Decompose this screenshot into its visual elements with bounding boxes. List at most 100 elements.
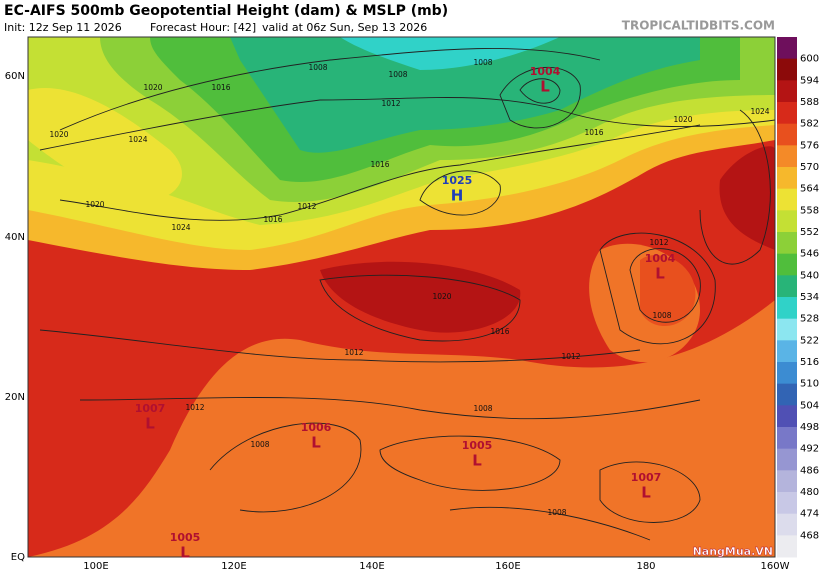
colorbar-segment — [777, 448, 797, 471]
isobar-label: 1008 — [473, 58, 492, 67]
lon-label: 140E — [359, 561, 384, 572]
colorbar-segment — [777, 232, 797, 255]
isobar-label: 1016 — [370, 160, 389, 169]
colorbar-segment — [777, 535, 797, 558]
colorbar-label: 528 — [800, 314, 819, 325]
isobar-label: 1012 — [344, 348, 363, 357]
isobar-label: 1012 — [297, 202, 316, 211]
colorbar-segment — [777, 470, 797, 493]
center-letter: L — [145, 415, 155, 433]
isobar-label: 1020 — [85, 200, 104, 209]
colorbar-segment — [777, 492, 797, 515]
isobar-label: 1016 — [490, 327, 509, 336]
lon-label: 120E — [221, 561, 246, 572]
isobar-label: 1008 — [308, 63, 327, 72]
colorbar-label: 588 — [800, 97, 819, 108]
colorbar-label: 474 — [800, 509, 819, 520]
isobar-label: 1016 — [584, 128, 603, 137]
isobar-label: 1016 — [263, 215, 282, 224]
lon-label: 160E — [495, 561, 520, 572]
isobar-label: 1020 — [49, 130, 68, 139]
colorbar-label: 552 — [800, 227, 819, 238]
colorbar-label: 480 — [800, 487, 819, 498]
colorbar-label: 594 — [800, 75, 819, 86]
colorbar-label: 498 — [800, 422, 819, 433]
lon-label: 160W — [761, 561, 790, 572]
colorbar-segment — [777, 210, 797, 233]
colorbar-label: 576 — [800, 140, 819, 151]
colorbar-segment — [777, 340, 797, 363]
lon-label: 180 — [636, 561, 655, 572]
title: EC-AIFS 500mb Geopotential Height (dam) … — [4, 3, 448, 19]
colorbar-segment — [777, 383, 797, 406]
isobar-label: 1008 — [473, 404, 492, 413]
center-letter: L — [655, 265, 665, 283]
center-value: 1006 — [301, 421, 332, 434]
isobar-label: 1024 — [171, 223, 190, 232]
colorbar-segment — [777, 167, 797, 190]
colorbar-label: 600 — [800, 54, 819, 65]
colorbar-label: 504 — [800, 400, 819, 411]
colorbar: 600 594 588 582 576 570 564 558 552 546 540 534 528 5… — [777, 37, 819, 558]
center-letter: L — [180, 544, 190, 562]
center-letter: L — [311, 434, 321, 452]
isobar-label: 1012 — [381, 99, 400, 108]
valid-time: valid at 06z Sun, Sep 13 2026 — [262, 21, 427, 34]
isobar-label: 1020 — [432, 292, 451, 301]
isobar-label: 1024 — [750, 107, 769, 116]
center-value: 1007 — [631, 471, 662, 484]
colorbar-segment — [777, 253, 797, 276]
colorbar-segment — [777, 405, 797, 428]
lat-label: 60N — [5, 71, 25, 82]
colorbar-label: 534 — [800, 292, 819, 303]
colorbar-segment — [777, 102, 797, 125]
center-letter: H — [451, 187, 464, 205]
colorbar-segment — [777, 123, 797, 146]
colorbar-label: 492 — [800, 444, 819, 455]
colorbar-segment — [777, 37, 797, 60]
colorbar-label: 540 — [800, 270, 819, 281]
map-frame — [27, 36, 776, 558]
center-value: 1005 — [170, 531, 201, 544]
center-letter: L — [472, 452, 482, 470]
colorbar-label: 510 — [800, 379, 819, 390]
isobar-label: 1016 — [211, 83, 230, 92]
center-value: 1025 — [442, 174, 473, 187]
colorbar-label: 564 — [800, 184, 819, 195]
colorbar-label: 582 — [800, 119, 819, 130]
map — [28, 37, 775, 557]
center-value: 1004 — [645, 252, 676, 265]
source: TROPICALTIDBITS.COM — [622, 19, 775, 33]
lat-label: EQ — [11, 552, 25, 563]
colorbar-label: 522 — [800, 335, 819, 346]
colorbar-label: 558 — [800, 205, 819, 216]
isobar-label: 1020 — [673, 115, 692, 124]
colorbar-label: 546 — [800, 249, 819, 260]
colorbar-segment — [777, 188, 797, 211]
isobar-label: 1008 — [652, 311, 671, 320]
colorbar-segment — [777, 362, 797, 385]
colorbar-label: 486 — [800, 465, 819, 476]
center-value: 1005 — [462, 439, 493, 452]
colorbar-segment — [777, 80, 797, 103]
init: Init: 12z Sep 11 2026 — [4, 21, 122, 34]
watermark: NangMua.VN — [693, 545, 773, 558]
isobar-label: 1012 — [649, 238, 668, 247]
isobar-label: 1008 — [388, 70, 407, 79]
isobar-label: 1012 — [185, 403, 204, 412]
colorbar-segment — [777, 58, 797, 81]
forecast-hour: Forecast Hour: [42] — [150, 21, 256, 34]
isobar-label: 1020 — [143, 83, 162, 92]
colorbar-segment — [777, 145, 797, 168]
colorbar-segment — [777, 427, 797, 450]
colorbar-segment — [777, 275, 797, 298]
isobar-label: 1008 — [250, 440, 269, 449]
colorbar-label: 468 — [800, 530, 819, 541]
isobar-label: 1024 — [128, 135, 147, 144]
colorbar-label: 570 — [800, 162, 819, 173]
center-value: 1007 — [135, 402, 166, 415]
isobar-label: 1008 — [547, 508, 566, 517]
isobar-label: 1012 — [561, 352, 580, 361]
